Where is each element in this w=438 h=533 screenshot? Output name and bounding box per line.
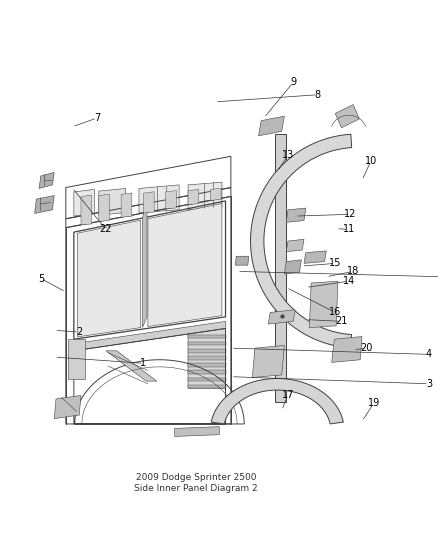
Polygon shape [188,349,226,353]
Polygon shape [286,239,304,252]
Polygon shape [286,208,306,222]
Text: 20: 20 [360,343,373,353]
Polygon shape [106,351,157,381]
Text: 21: 21 [336,317,348,326]
Polygon shape [188,356,226,360]
Polygon shape [335,104,359,128]
Text: 2009 Dodge Sprinter 2500: 2009 Dodge Sprinter 2500 [136,473,256,482]
Polygon shape [188,364,226,367]
Text: 14: 14 [343,276,355,286]
Polygon shape [78,220,141,337]
Polygon shape [304,251,326,263]
Text: Side Inner Panel Diagram 2: Side Inner Panel Diagram 2 [134,483,258,492]
Polygon shape [258,116,284,136]
Text: 22: 22 [100,224,112,235]
Polygon shape [188,189,199,205]
Polygon shape [99,189,126,215]
Polygon shape [139,185,179,213]
Polygon shape [74,189,94,216]
Polygon shape [148,204,222,327]
Text: 4: 4 [426,349,432,359]
Polygon shape [284,260,301,274]
Polygon shape [211,378,343,424]
Polygon shape [210,188,221,200]
Text: 10: 10 [365,156,377,166]
Text: 12: 12 [344,209,357,219]
Polygon shape [142,203,147,327]
Polygon shape [276,134,286,402]
Text: 18: 18 [347,266,359,277]
Text: 13: 13 [282,150,294,160]
Polygon shape [188,385,226,388]
Polygon shape [143,192,154,213]
Polygon shape [309,281,338,328]
Polygon shape [188,377,226,381]
Polygon shape [74,321,226,351]
Polygon shape [188,370,226,374]
Polygon shape [188,342,226,345]
Text: 16: 16 [329,308,341,318]
Polygon shape [188,182,222,210]
Polygon shape [251,134,352,348]
Text: 2: 2 [76,327,82,337]
Text: 7: 7 [94,113,100,123]
Polygon shape [121,193,132,217]
Text: 8: 8 [314,90,321,100]
Text: 9: 9 [290,77,297,87]
Polygon shape [332,336,362,362]
Text: 15: 15 [329,259,342,269]
Polygon shape [175,426,219,437]
Text: 19: 19 [367,399,380,408]
Polygon shape [35,196,54,213]
Polygon shape [81,195,92,225]
Polygon shape [39,172,54,189]
Polygon shape [99,194,110,221]
Polygon shape [268,310,295,324]
Text: 11: 11 [343,224,355,235]
Polygon shape [166,190,177,209]
Polygon shape [188,328,226,388]
Polygon shape [188,335,226,338]
Polygon shape [54,395,81,418]
Text: 5: 5 [38,273,44,284]
Text: 3: 3 [426,379,432,389]
Polygon shape [252,345,284,377]
Text: 1: 1 [140,358,146,368]
Text: 17: 17 [282,390,294,400]
Polygon shape [67,339,85,379]
Polygon shape [235,256,249,265]
